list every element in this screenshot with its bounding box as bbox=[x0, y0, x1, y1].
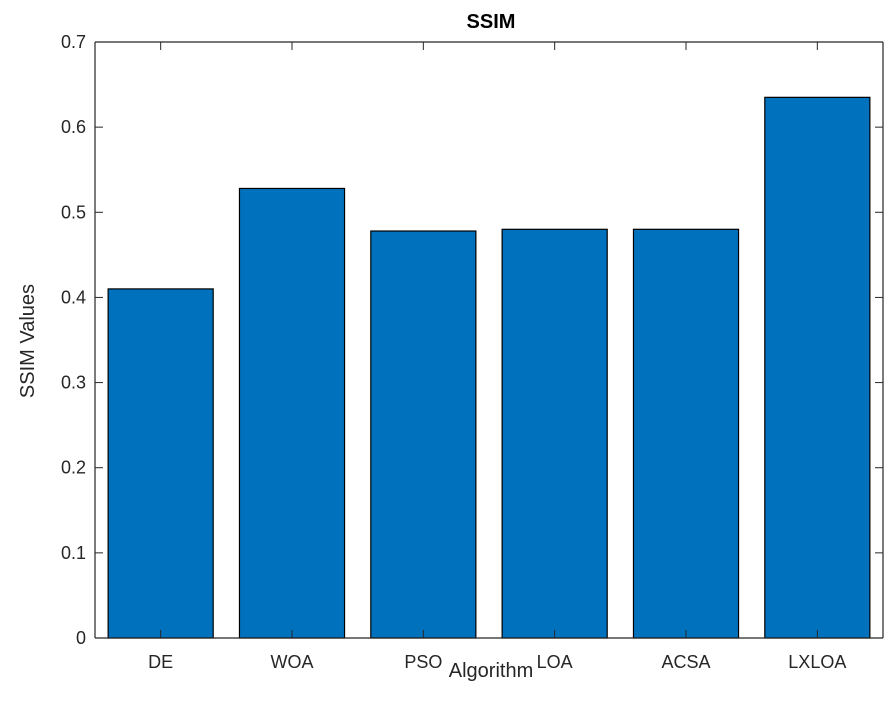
y-tick-label: 0.1 bbox=[61, 543, 86, 563]
x-tick-label: ACSA bbox=[661, 652, 710, 672]
ticks-layer: 0 0.1 0.2 0.3 0.4 0.5 0.6 0.7 DE WOA PSO LOA ACSA LXL… bbox=[61, 32, 883, 672]
y-tick-label: 0.7 bbox=[61, 32, 86, 52]
y-tick-label: 0.4 bbox=[61, 287, 86, 307]
bar-pso bbox=[370, 230, 477, 639]
x-tick-label: LOA bbox=[537, 652, 573, 672]
y-tick-label: 0.3 bbox=[61, 373, 86, 393]
x-axis-title: Algorithm bbox=[449, 660, 533, 682]
y-tick-label: 0.5 bbox=[61, 202, 86, 222]
bars-layer bbox=[107, 96, 871, 639]
x-tick-label: LXLOA bbox=[788, 652, 846, 672]
chart-title: SSIM bbox=[467, 11, 516, 33]
y-tick-label: 0 bbox=[76, 628, 86, 648]
y-tick-label: 0.6 bbox=[61, 117, 86, 137]
x-tick-label: PSO bbox=[404, 652, 442, 672]
bar-lxloa bbox=[764, 96, 871, 639]
x-tick-label: WOA bbox=[271, 652, 314, 672]
bar-loa bbox=[501, 228, 608, 639]
axes-layer bbox=[94, 41, 884, 639]
y-axis-title: SSIM Values bbox=[17, 284, 39, 398]
bar-woa bbox=[238, 187, 346, 639]
x-tick-label: DE bbox=[148, 652, 173, 672]
bar-acsa bbox=[632, 228, 740, 639]
y-tick-label: 0.2 bbox=[61, 458, 86, 478]
bar-de bbox=[107, 288, 214, 639]
